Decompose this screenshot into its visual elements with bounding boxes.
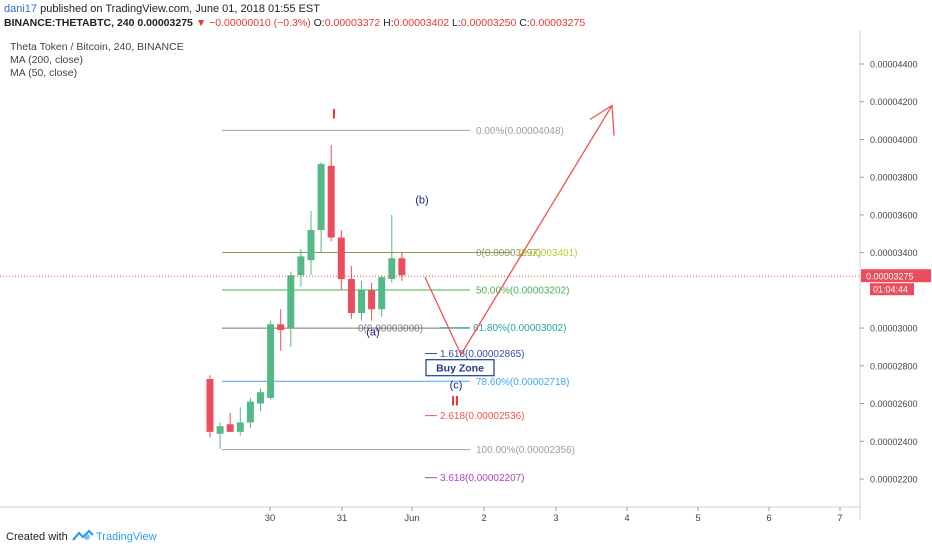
fib-level-label: 100.00%(0.00002356) xyxy=(476,445,575,456)
wave-label: II xyxy=(451,392,459,408)
price-chart[interactable]: 0.00002200 0.00002400 0.00002600 0.00002800… xyxy=(0,30,932,523)
close-label: C: xyxy=(519,17,530,29)
candle-body[interactable] xyxy=(267,324,275,398)
candle-body[interactable] xyxy=(216,426,224,434)
candle-body[interactable] xyxy=(327,165,335,238)
high-label: H: xyxy=(383,17,394,29)
open-value: 0.00003372 xyxy=(324,17,381,29)
y-tick-label: 0.00004000 xyxy=(870,135,918,145)
wave-label: (a) xyxy=(366,327,379,339)
y-tick-label: 0.00004200 xyxy=(870,97,918,107)
legend-ma50[interactable]: MA (50, close) xyxy=(10,67,78,79)
high-value: 0.00003402 xyxy=(393,17,450,29)
low-label: L: xyxy=(452,17,461,29)
wave-label: I xyxy=(332,106,336,122)
published-text: published on TradingView.com, June 01, 2… xyxy=(40,3,320,15)
ohlc-line: BINANCE:THETABTC, 240 0.00003275 ▼ −0.00… xyxy=(4,17,585,29)
candle-body[interactable] xyxy=(317,163,325,230)
fib-level-label: 0(0.00003000) xyxy=(358,324,423,335)
candle-body[interactable] xyxy=(388,258,396,280)
buy-zone-box[interactable] xyxy=(425,359,495,377)
tradingview-brand[interactable]: TradingView xyxy=(96,531,157,543)
candle-body[interactable] xyxy=(277,324,285,330)
legend-ma200[interactable]: MA (200, close) xyxy=(10,54,83,66)
projection-path xyxy=(424,105,613,356)
price-change: ▼ −0.00000010 (−0.3%) xyxy=(195,17,311,29)
footer: Created with TradingView xyxy=(0,523,932,550)
legend-title: Theta Token / Bitcoin, 240, BINANCE xyxy=(10,41,184,53)
fib-level-label: 78.60%(0.00002718) xyxy=(476,377,569,388)
y-tick-label: 0.00003600 xyxy=(870,210,918,220)
publish-info: dani17 published on TradingView.com, Jun… xyxy=(4,3,320,15)
candle-body[interactable] xyxy=(347,279,355,313)
candle-body[interactable] xyxy=(206,379,214,432)
x-tick-label: 4 xyxy=(624,513,629,523)
candle-body[interactable] xyxy=(226,424,234,432)
fib-level-label-extra: (0.00003401) xyxy=(518,248,578,259)
chart-legend: Theta Token / Bitcoin, 240, BINANCE MA (… xyxy=(10,41,184,80)
y-tick-label: 0.00002200 xyxy=(870,475,918,485)
y-tick-label: 0.00002800 xyxy=(870,361,918,371)
x-tick-label: 2 xyxy=(481,513,486,523)
fib-level-label: 3.618(0.00002207) xyxy=(440,473,525,484)
author-link[interactable]: dani17 xyxy=(4,3,38,15)
wave-label: (b) xyxy=(415,195,428,207)
fib-level-label: 0.00%(0.00004048) xyxy=(476,126,564,137)
close-value: 0.00003275 xyxy=(529,17,586,29)
candle-body[interactable] xyxy=(257,392,264,404)
chart-header: dani17 published on TradingView.com, Jun… xyxy=(0,0,932,30)
buy-zone-label: Buy Zone xyxy=(436,363,484,375)
y-tick-label: 0.00004400 xyxy=(870,60,918,70)
candle-body[interactable] xyxy=(297,256,305,276)
candle-body[interactable] xyxy=(378,277,386,310)
last-price: 0.00003275 xyxy=(137,17,193,29)
y-tick-label: 0.00002400 xyxy=(870,437,918,447)
candle-body[interactable] xyxy=(246,401,254,423)
fib-level-label: 2.618(0.00002536) xyxy=(440,411,525,422)
y-tick-label: 0.00003800 xyxy=(870,173,918,183)
y-tick-label: 0.00002600 xyxy=(870,399,918,409)
x-tick-label: Jun xyxy=(404,513,419,523)
candle-body[interactable] xyxy=(287,275,295,329)
low-value: 0.00003250 xyxy=(460,17,517,29)
candle-body[interactable] xyxy=(307,230,315,261)
x-tick-label: 6 xyxy=(766,513,771,523)
y-tick-label: 0.00003000 xyxy=(870,324,918,334)
x-tick-label: 31 xyxy=(337,513,348,523)
current-price-tag xyxy=(861,269,931,283)
countdown-label: 01:04:44 xyxy=(873,285,908,295)
wave-label: (c) xyxy=(450,379,463,391)
candle-body[interactable] xyxy=(398,258,406,276)
x-tick-label: 30 xyxy=(265,513,276,523)
candle-body[interactable] xyxy=(368,290,376,310)
fib-level-label: 0(0.00003297) xyxy=(476,248,541,259)
candle-body[interactable] xyxy=(337,237,345,280)
x-tick-label: 5 xyxy=(695,513,700,523)
candle-body[interactable] xyxy=(358,290,365,313)
tradingview-logo-icon xyxy=(72,529,94,541)
created-with-text: Created with xyxy=(6,531,68,543)
open-label: O: xyxy=(313,17,325,29)
x-tick-label: 7 xyxy=(837,513,842,523)
current-price-label: 0.00003275 xyxy=(866,272,914,282)
fib-level-label: 61.80%(0.00003002) xyxy=(473,323,566,334)
symbol-label: BINANCE:THETABTC, 240 xyxy=(4,17,135,29)
x-tick-label: 3 xyxy=(553,513,558,523)
fib-level-label: 50.00%(0.00003202) xyxy=(476,285,569,296)
projection-arrowhead xyxy=(589,104,615,136)
fib-level-label: 1.618(0.00002865) xyxy=(440,349,525,360)
y-tick-label: 0.00003400 xyxy=(870,248,918,258)
candle-body[interactable] xyxy=(236,422,244,432)
countdown-tag xyxy=(870,283,914,296)
